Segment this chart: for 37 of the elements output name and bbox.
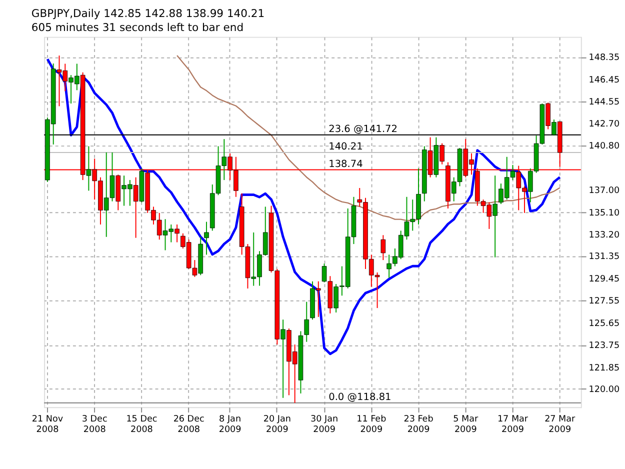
x-tick-label: 21 Nov 2008	[32, 414, 64, 436]
x-tick-label: 3 Dec 2008	[82, 414, 108, 436]
candlestick	[204, 221, 209, 256]
y-tick-label: 146.45	[588, 75, 620, 86]
x-tick-label: 30 Jan 2009	[310, 414, 338, 436]
y-tick-label: 123.75	[588, 341, 620, 352]
x-tick-label: 23 Feb 2009	[404, 414, 434, 436]
y-tick-label: 140.80	[588, 142, 620, 152]
y-tick-label: 127.55	[588, 296, 620, 307]
x-tick-label: 15 Dec 2008	[126, 414, 158, 436]
ref-line-label: 138.74	[328, 158, 363, 170]
y-tick-label: 148.35	[588, 53, 620, 64]
y-tick-label: 131.35	[588, 252, 620, 262]
candlestick	[304, 301, 310, 342]
x-tick-label: 11 Feb 2009	[356, 414, 387, 436]
chart-title: GBPJPY,Daily 142.85 142.88 138.99 140.21	[31, 7, 265, 20]
y-tick-label: 135.10	[588, 208, 620, 218]
x-tick-label: 26 Dec 2008	[173, 414, 204, 436]
y-tick-label: 125.65	[588, 318, 620, 329]
ref-line-label: 23.6 @141.72	[328, 124, 398, 135]
ref-line-label: 0.0 @118.81	[328, 392, 392, 403]
y-tick-label: 142.70	[588, 119, 620, 130]
line-series	[46, 58, 562, 356]
y-tick-label: 137.00	[588, 186, 620, 196]
y-tick-label: 144.55	[588, 98, 620, 108]
ref-line-label: 140.21	[328, 142, 363, 153]
x-tick-label: 20 Jan 2009	[263, 414, 291, 436]
y-tick-label: 121.85	[588, 363, 620, 374]
x-tick-label: 8 Jan 2009	[218, 414, 242, 436]
x-tick-label: 17 Mar 2009	[497, 414, 528, 436]
x-tick-label: 5 Mar 2009	[453, 414, 478, 436]
chart-subtitle: 605 minutes 31 seconds left to bar end	[31, 20, 244, 34]
y-tick-label: 120.00	[588, 384, 620, 395]
y-tick-label: 133.20	[588, 230, 620, 240]
candlestick	[380, 234, 386, 261]
y-tick-label: 129.45	[588, 274, 620, 284]
x-tick-label: 27 Mar 2009	[544, 414, 576, 436]
